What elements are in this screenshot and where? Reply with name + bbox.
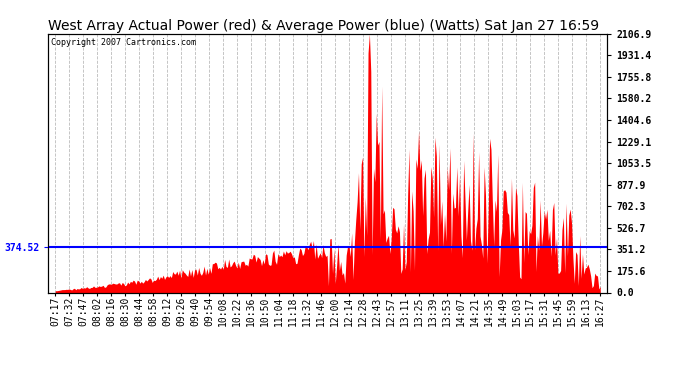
Text: West Array Actual Power (red) & Average Power (blue) (Watts) Sat Jan 27 16:59: West Array Actual Power (red) & Average … [48, 19, 600, 33]
Text: Copyright 2007 Cartronics.com: Copyright 2007 Cartronics.com [51, 38, 196, 46]
